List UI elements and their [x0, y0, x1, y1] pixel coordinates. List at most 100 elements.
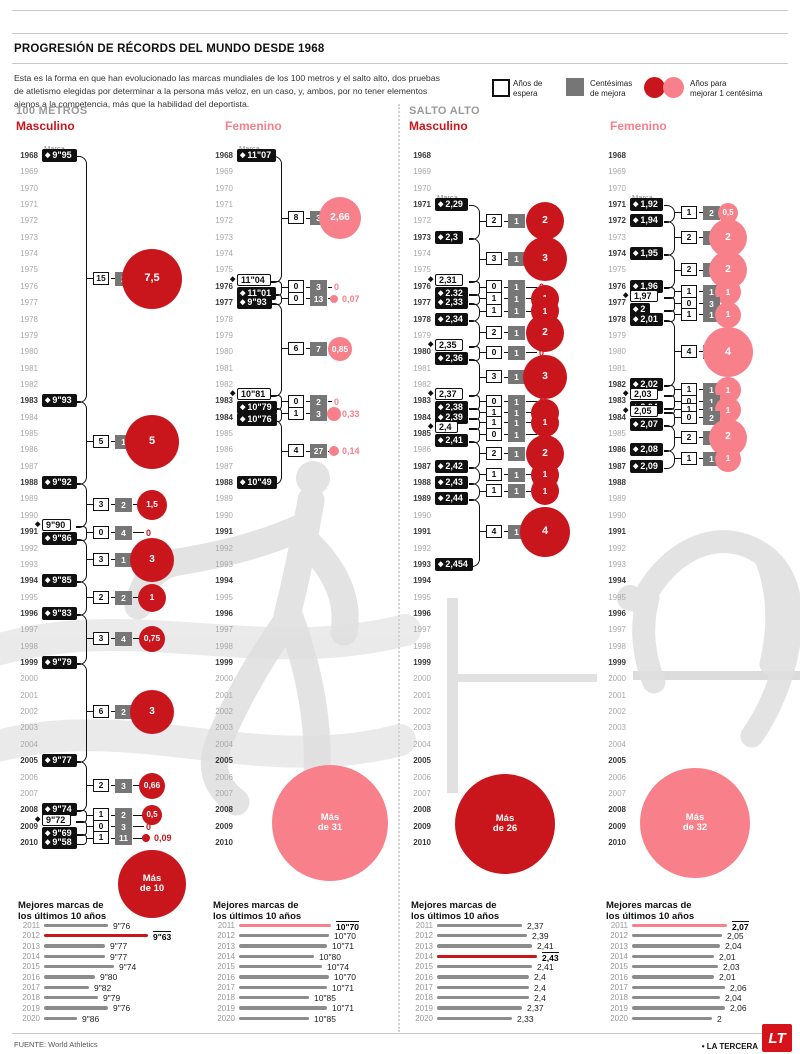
diamond-icon: ◆ [438, 462, 444, 470]
connector-line [480, 351, 486, 353]
legend-cents-label: Centésimas de mejora [590, 79, 632, 100]
year-label: 1993 [20, 559, 38, 569]
best-mark-value: 9"77 [110, 951, 128, 962]
connector-line [111, 531, 115, 533]
improve-box: 2 [115, 590, 132, 605]
legend-cents-swatch [566, 78, 584, 96]
improve-box: 13 [310, 291, 327, 306]
diamond-icon: ◆ [45, 577, 51, 585]
improve-box: 3 [115, 778, 132, 793]
year-label: 1986 [20, 445, 38, 455]
connector-line [526, 297, 533, 299]
improve-box: 1 [508, 252, 525, 267]
year-label: 1986 [413, 445, 431, 455]
record-mark: ◆ 11"04 [230, 273, 271, 286]
improve-box: 4 [115, 525, 132, 540]
big-ratio-label: Más [495, 813, 515, 825]
connector-line [504, 453, 508, 455]
year-label: 1974 [20, 249, 38, 259]
best-year-label: 2017 [217, 983, 235, 993]
best-year-label: 2014 [610, 952, 628, 962]
year-label: 1996 [215, 608, 233, 618]
connector-line [480, 474, 486, 476]
best-mark-value: 9"79 [103, 992, 121, 1003]
connector-line [504, 433, 508, 435]
year-label: 1995 [20, 592, 38, 602]
connector-line [306, 348, 310, 350]
best-mark-value: 9"76 [113, 1003, 131, 1014]
year-label: 1968 [413, 151, 431, 160]
diamond-icon: ◆ [45, 609, 51, 617]
record-mark: ◆ 9"77 [42, 754, 77, 768]
connector-line [480, 453, 486, 455]
wait-box: 0 [288, 394, 304, 408]
year-label: 1989 [20, 494, 38, 504]
ratio-value: 0,33 [342, 409, 360, 420]
best-year-label: 2012 [217, 931, 235, 941]
best-year-label: 2015 [217, 962, 235, 972]
ratio-circle: 0,85 [328, 337, 352, 362]
wait-box: 1 [486, 304, 502, 318]
improve-box: 2 [115, 497, 132, 512]
big-ratio-circle: Más de 32 [640, 768, 750, 878]
connector-line [133, 637, 141, 639]
big-ratio-label: de 31 [317, 822, 343, 833]
timeline-bracket [664, 297, 675, 313]
best-mark-value: 2 [717, 1013, 722, 1024]
best-year-label: 2014 [217, 952, 235, 962]
top-rule [12, 10, 788, 11]
connector-line [526, 310, 533, 312]
ratio-dot [327, 407, 341, 422]
improve-box: 2 [703, 206, 720, 221]
legend-wait-label: Años de espera [513, 79, 542, 100]
connector-line [699, 269, 703, 271]
diamond-icon: ◆ [633, 420, 639, 428]
best-mark-bar [239, 933, 329, 938]
connector-line [282, 413, 288, 415]
connector-line [306, 450, 310, 452]
connector-line [111, 784, 115, 786]
wait-box: 2 [486, 446, 502, 460]
year-label: 2008 [215, 805, 233, 815]
timeline-bracket [271, 156, 282, 283]
best-mark-bar [437, 933, 527, 938]
year-label: 2000 [215, 674, 233, 684]
timeline-bracket [76, 401, 87, 486]
connector-line [87, 503, 93, 505]
year-label: 1973 [20, 232, 38, 242]
improve-box: 2 [310, 394, 327, 409]
year-label: 1983 [608, 396, 626, 406]
connector-line [282, 450, 288, 452]
connector-line [504, 401, 508, 403]
connector-line [675, 401, 681, 403]
ratio-value: 0,14 [342, 446, 360, 457]
connector-line [504, 286, 508, 288]
best-mark-bar [44, 1006, 108, 1010]
marca-label: Marca [632, 193, 653, 202]
diamond-icon: ◆ [438, 289, 444, 297]
record-mark: ◆ 10"49 [237, 476, 277, 490]
timeline-bracket [469, 303, 480, 322]
diamond-icon: ◆ [428, 341, 434, 349]
year-label: 1986 [215, 445, 233, 455]
connector-line [133, 784, 141, 786]
connector-line [526, 286, 537, 288]
ratio-value: 0 [722, 413, 727, 423]
diamond-icon: ◆ [35, 815, 41, 823]
year-label: 1994 [215, 576, 233, 586]
connector-line [699, 302, 703, 304]
wait-box: 8 [288, 211, 304, 225]
wait-box: 2 [681, 263, 697, 277]
best-year-label: 2018 [610, 993, 628, 1003]
ratio-value: 0 [334, 396, 340, 407]
year-label: 1977 [20, 298, 38, 308]
year-label: 1968 [608, 151, 626, 160]
improve-box: 1 [508, 415, 525, 430]
best-marks-title: Mejores marcas de los últimos 10 años [606, 900, 694, 922]
connector-line [480, 297, 486, 299]
year-label: 1996 [608, 608, 626, 618]
record-mark: ◆ 9"72 [35, 813, 72, 826]
timeline-bracket [76, 833, 87, 845]
connector-line [111, 637, 115, 639]
record-mark: ◆ 2,3 [435, 230, 463, 244]
